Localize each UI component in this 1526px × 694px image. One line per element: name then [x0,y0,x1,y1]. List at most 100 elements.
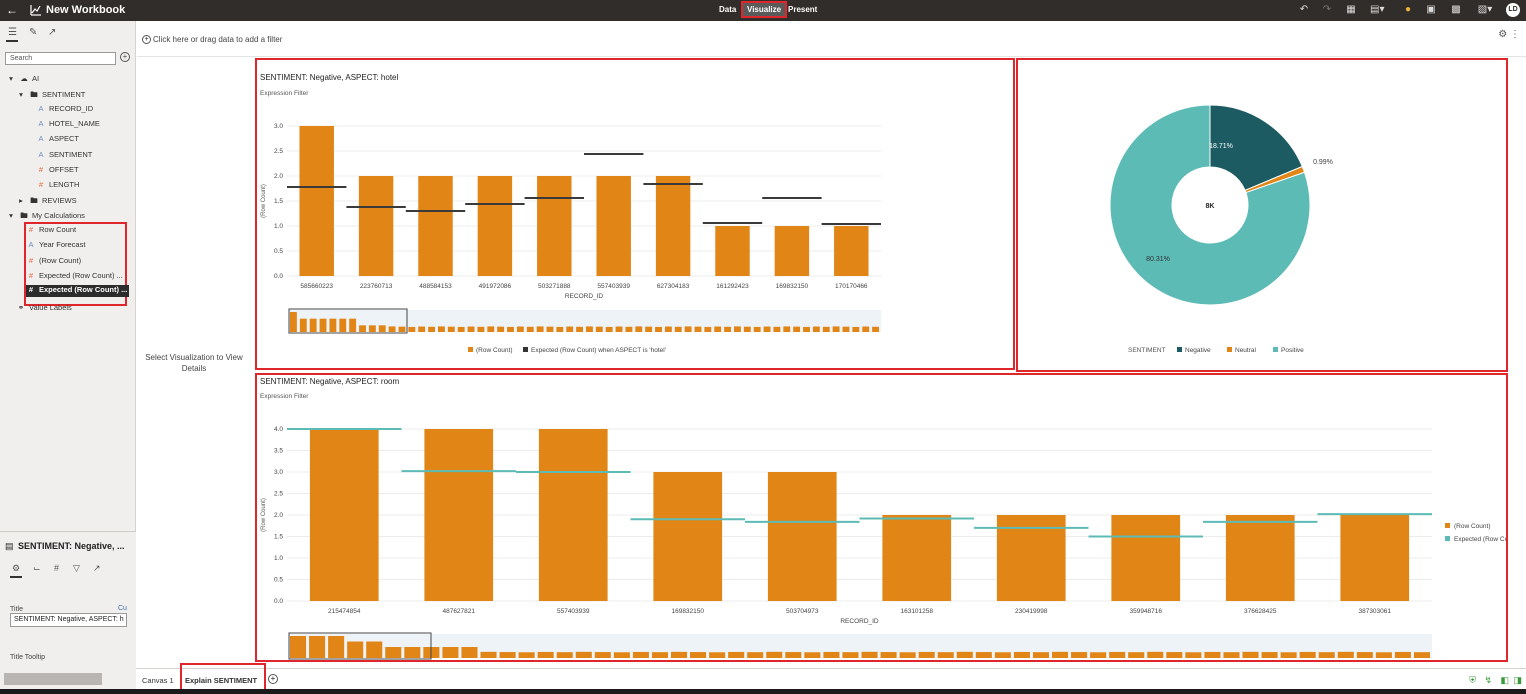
viz-sentiment-pie[interactable]: 18.71% 0.99% 80.31% 8K SENTIMENT Negative Neut… [1016,58,1508,372]
analytics-icon[interactable]: ↗ [93,563,101,573]
legend-swatch [1445,523,1450,528]
number-format-icon[interactable]: # [54,563,60,573]
general-settings-icon[interactable]: ⚙ [12,563,21,573]
y-tick-label: 0.5 [274,577,283,584]
auto-apply-icon[interactable]: ▤▾ [1370,4,1385,15]
overview-bar [1128,652,1145,658]
overview-bar [1090,652,1107,658]
viz-subtitle: Expression Filter [260,90,309,97]
y-axis-label: (Row Count) [261,184,267,218]
y-tick-label: 1.0 [274,555,283,562]
overview-bar [388,326,396,332]
data-refresh-icon[interactable]: ▦ [1346,4,1356,15]
viz-hotel-bar-chart[interactable]: SENTIMENT: Negative, ASPECT: hotel Expre… [255,58,1015,370]
save-icon[interactable]: ▧▾ [1477,4,1493,15]
axis-icon[interactable]: ⌙ [33,563,41,573]
overview-bar [1052,651,1069,658]
canvas-settings-icon[interactable]: ⚙ ⋮ [1498,29,1520,40]
bar [882,515,952,601]
tab-explain-sentiment[interactable]: Explain SENTIMENT [185,676,258,685]
tree-calc-paren-row-count[interactable]: # (Row Count) [26,256,81,265]
tree-folder-my-calculations[interactable]: ▾ 🖿 My Calculations [6,210,85,223]
tree-col-aspect[interactable]: A ASPECT [36,134,79,143]
hotel-bar-chart[interactable]: 0.0 0.5 1.0 1.5 2.0 2.5 3.0 (Row Count) 58566022… [257,60,1013,368]
layout-left-icon[interactable]: ◧ [1500,675,1509,685]
overview-bar [438,326,445,332]
tree-col-hotel-name[interactable]: A HOTEL_NAME [36,119,99,128]
x-tick-label: 503704973 [786,608,819,615]
data-panel: ☰ ✎ ↗ Search + ▾ ☁ AI ▾ 🖿 SENTIMENT A RECORD_… [0,21,136,689]
overview-bar [862,326,870,332]
tree-col-sentiment[interactable]: A SENTIMENT [36,150,92,159]
workbook-title[interactable]: New Workbook [46,4,126,16]
preview-icon[interactable]: ▣ [1426,4,1436,15]
x-tick-label: 557403939 [557,608,590,615]
overview-bar [684,326,692,332]
present-icon[interactable]: ▩ [1451,4,1461,15]
legend-label: Expected (Row Co... [1454,536,1506,543]
overview-bar [1299,651,1316,658]
tree-root-ai[interactable]: ▾ ☁ AI [6,74,39,83]
y-tick-label: 3.0 [274,123,283,130]
tree-calc-row-count[interactable]: # Row Count [26,225,76,234]
tab-visualize[interactable]: Visualize [740,1,788,18]
x-tick-label: 169832150 [671,608,704,615]
overview-bar [664,326,672,332]
tree-calc-year-forecast[interactable]: A Year Forecast [26,240,85,249]
tab-data[interactable]: Data [719,5,737,14]
tree-col-offset[interactable]: # OFFSET [36,165,79,174]
tree-calc-expected-1[interactable]: # Expected (Row Count) ... [26,271,123,280]
measure-icon: # [38,165,44,174]
insights-bulb-icon[interactable]: ● [1404,4,1412,15]
brush-icon[interactable]: ✎ [29,27,38,38]
database-icon[interactable]: ☰ [8,27,17,38]
bar [596,176,631,276]
tab-present[interactable]: Present [788,5,818,14]
tree-calc-expected-2-selected[interactable]: # Expected (Row Count) ... [26,285,129,297]
overview-bar [880,652,897,658]
overview-bar [822,326,830,332]
overview-bar [651,652,668,658]
room-bar-chart[interactable]: 0.0 0.5 1.0 1.5 2.0 2.5 3.0 3.5 4.0 (Row Count) 21… [257,375,1506,660]
redo-icon[interactable]: ↷ [1322,4,1332,15]
back-arrow-icon[interactable]: ← [6,3,18,17]
title-input[interactable]: SENTIMENT: Negative, ASPECT: h [10,613,127,627]
expand-chevron-icon: ▸ [19,196,23,205]
sentiment-pie-chart[interactable]: 18.71% 0.99% 80.31% 8K SENTIMENT Negative Neut… [1018,60,1506,370]
tree-value-labels[interactable]: ⚭ Value Labels [16,303,72,312]
bar [996,515,1066,601]
add-canvas-icon[interactable]: + [268,674,278,684]
overview-bar [442,647,459,658]
filter-icon[interactable]: ▽ [73,563,80,573]
layout-right-icon[interactable]: ◨ [1513,675,1522,685]
shield-icon[interactable]: ⛨ [1469,675,1476,685]
tree-col-length[interactable]: # LENGTH [36,180,80,189]
overview-bar [319,318,327,332]
title-custom-link[interactable]: Cu [118,605,127,612]
filter-placeholder[interactable]: Click here or drag data to add a filter [153,35,283,44]
tree-folder-sentiment[interactable]: ▾ 🖿 SENTIMENT [16,89,85,102]
undo-icon[interactable]: ↶ [1299,4,1309,15]
overview-bar [655,326,662,332]
filter-bar[interactable]: + Click here or drag data to add a filte… [137,21,1526,57]
pulse-icon[interactable]: ↯ [1484,675,1492,685]
overview-bar [461,647,478,658]
user-avatar[interactable]: LD [1506,3,1520,17]
overview-bar [1223,652,1240,658]
overview-bar [595,326,603,332]
attribute-icon: A [38,134,44,143]
analytics-icon[interactable]: ↗ [48,27,57,38]
tree-folder-reviews[interactable]: ▸ 🖿 REVIEWS [16,195,76,208]
x-tick-label: 230419998 [1015,608,1048,615]
properties-scrollbar[interactable] [4,673,102,685]
search-input[interactable]: Search [5,52,116,65]
bar [767,472,837,601]
tree-col-record-id[interactable]: A RECORD_ID [36,104,93,113]
add-filter-icon[interactable]: + [142,35,151,44]
overview-bar [566,326,574,332]
add-data-icon[interactable]: + [120,52,130,62]
x-tick-label: 487627821 [442,608,475,615]
overview-bar [576,326,583,332]
tab-canvas-1[interactable]: Canvas 1 [142,676,174,685]
viz-room-bar-chart[interactable]: SENTIMENT: Negative, ASPECT: room Expres… [255,373,1508,662]
